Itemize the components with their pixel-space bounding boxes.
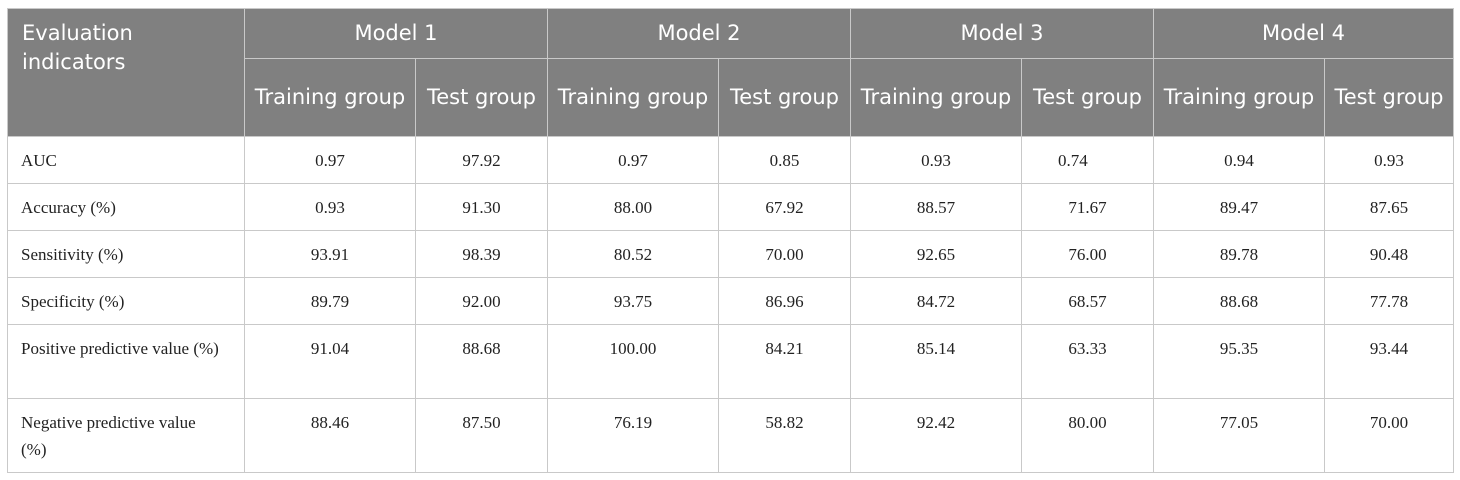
cell-model-2-test: 86.96 <box>718 277 851 325</box>
cell-model-2-test: 58.82 <box>718 398 851 473</box>
cell-model-4-training: 77.05 <box>1153 398 1325 473</box>
model-2-header: Model 2 <box>547 8 851 59</box>
table-row-accuracy: Accuracy (%) 0.93 91.30 88.00 67.92 88.5… <box>7 183 1454 231</box>
cell-model-3-test: 80.00 <box>1021 398 1154 473</box>
cell-model-1-training: 0.97 <box>244 136 416 184</box>
cell-model-2-training: 76.19 <box>547 398 719 473</box>
cell-model-3-training: 92.42 <box>850 398 1022 473</box>
cell-model-2-training: 88.00 <box>547 183 719 231</box>
cell-model-4-training: 0.94 <box>1153 136 1325 184</box>
row-label: Specificity (%) <box>7 277 245 325</box>
row-label: AUC <box>7 136 245 184</box>
model-3-header: Model 3 <box>850 8 1154 59</box>
model-3-test-group-header: Test group <box>1021 58 1154 137</box>
model-4-test-group-header: Test group <box>1324 58 1454 137</box>
cell-model-1-test: 88.68 <box>415 324 548 399</box>
row-label: Accuracy (%) <box>7 183 245 231</box>
evaluation-table: Evaluation indicators Model 1 Model 2 Mo… <box>7 8 1454 473</box>
row-label: Positive predictive value (%) <box>7 324 245 399</box>
model-2-training-group-header: Training group <box>547 58 719 137</box>
cell-model-1-training: 91.04 <box>244 324 416 399</box>
cell-model-3-training: 85.14 <box>850 324 1022 399</box>
cell-model-4-training: 88.68 <box>1153 277 1325 325</box>
cell-model-4-test: 90.48 <box>1324 230 1454 278</box>
cell-model-3-test: 71.67 <box>1021 183 1154 231</box>
cell-model-2-training: 0.97 <box>547 136 719 184</box>
cell-model-1-training: 89.79 <box>244 277 416 325</box>
model-4-training-group-header: Training group <box>1153 58 1325 137</box>
cell-model-4-test: 93.44 <box>1324 324 1454 399</box>
cell-model-1-test: 87.50 <box>415 398 548 473</box>
table-row-negative-predictive-value: Negative predictive value (%) 88.46 87.5… <box>7 398 1454 473</box>
cell-model-1-test: 97.92 <box>415 136 548 184</box>
row-label: Sensitivity (%) <box>7 230 245 278</box>
cell-model-1-training: 88.46 <box>244 398 416 473</box>
cell-model-1-training: 0.93 <box>244 183 416 231</box>
model-2-test-group-header: Test group <box>718 58 851 137</box>
cell-model-4-training: 89.47 <box>1153 183 1325 231</box>
cell-model-2-test: 84.21 <box>718 324 851 399</box>
cell-model-3-test: 0.74 <box>1021 136 1154 184</box>
header-row-models: Evaluation indicators Model 1 Model 2 Mo… <box>7 8 1454 137</box>
model-1-training-group-header: Training group <box>244 58 416 137</box>
cell-model-3-training: 92.65 <box>850 230 1022 278</box>
cell-model-2-training: 80.52 <box>547 230 719 278</box>
cell-model-3-training: 0.93 <box>850 136 1022 184</box>
table-row-auc: AUC 0.97 97.92 0.97 0.85 0.93 0.74 0.94 … <box>7 136 1454 184</box>
cell-model-3-test: 76.00 <box>1021 230 1154 278</box>
model-4-header: Model 4 <box>1153 8 1454 59</box>
evaluation-indicators-header: Evaluation indicators <box>7 8 245 137</box>
cell-model-2-training: 93.75 <box>547 277 719 325</box>
cell-model-1-test: 91.30 <box>415 183 548 231</box>
cell-model-2-test: 70.00 <box>718 230 851 278</box>
cell-model-2-training: 100.00 <box>547 324 719 399</box>
model-1-test-group-header: Test group <box>415 58 548 137</box>
cell-model-3-training: 84.72 <box>850 277 1022 325</box>
cell-model-2-test: 67.92 <box>718 183 851 231</box>
model-3-training-group-header: Training group <box>850 58 1022 137</box>
cell-model-1-test: 98.39 <box>415 230 548 278</box>
cell-model-4-test: 87.65 <box>1324 183 1454 231</box>
model-1-header: Model 1 <box>244 8 548 59</box>
cell-model-2-test: 0.85 <box>718 136 851 184</box>
cell-model-4-training: 89.78 <box>1153 230 1325 278</box>
header-row-groups: Training group Test group Training group… <box>8 58 1454 137</box>
cell-model-4-test: 70.00 <box>1324 398 1454 473</box>
row-label: Negative predictive value (%) <box>7 398 245 473</box>
cell-model-4-training: 95.35 <box>1153 324 1325 399</box>
table-row-sensitivity: Sensitivity (%) 93.91 98.39 80.52 70.00 … <box>7 230 1454 278</box>
cell-model-3-training: 88.57 <box>850 183 1022 231</box>
table-row-positive-predictive-value: Positive predictive value (%) 91.04 88.6… <box>7 324 1454 399</box>
table-row-specificity: Specificity (%) 89.79 92.00 93.75 86.96 … <box>7 277 1454 325</box>
cell-model-3-test: 63.33 <box>1021 324 1154 399</box>
cell-model-1-training: 93.91 <box>244 230 416 278</box>
cell-model-3-test: 68.57 <box>1021 277 1154 325</box>
cell-model-4-test: 77.78 <box>1324 277 1454 325</box>
cell-model-4-test: 0.93 <box>1324 136 1454 184</box>
cell-model-1-test: 92.00 <box>415 277 548 325</box>
